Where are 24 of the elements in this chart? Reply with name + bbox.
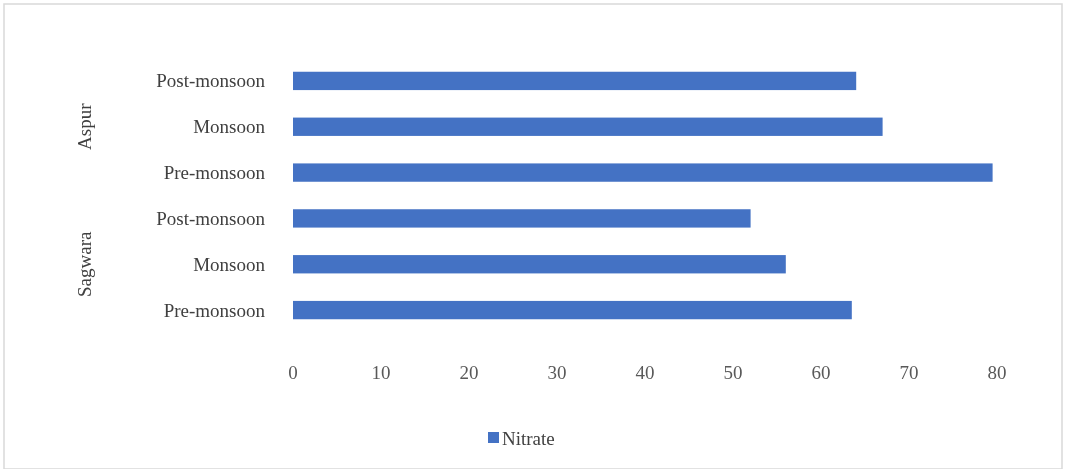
bar <box>293 209 751 228</box>
x-tick-label: 40 <box>635 361 655 383</box>
text: Aspur <box>73 102 95 150</box>
y-tick-label: Monsoon <box>193 116 266 138</box>
y-tick-label: Pre-monsoon <box>163 162 266 184</box>
text: Sagwara <box>73 230 95 297</box>
bar <box>293 117 883 136</box>
bar <box>293 300 852 320</box>
x-tick-label: 70 <box>899 361 919 383</box>
bar <box>293 163 993 182</box>
y-tick-label: Post-monsoon <box>156 207 266 229</box>
x-tick-label: 20 <box>459 361 479 383</box>
x-tick-label: 30 <box>547 361 567 383</box>
y-tick-label: Pre-monsoon <box>163 299 266 321</box>
x-tick-label: 80 <box>987 361 1007 383</box>
x-tick-label: 0 <box>288 361 298 383</box>
x-tick-label: 60 <box>811 361 831 383</box>
bar <box>293 255 786 274</box>
bar <box>293 71 857 91</box>
x-tick-label: 10 <box>371 361 391 383</box>
y-tick-label: Monsoon <box>193 253 266 275</box>
y-tick-label: Post-monsoon <box>156 70 266 92</box>
x-tick-label: 50 <box>723 361 743 383</box>
legend-label: Nitrate <box>502 427 555 449</box>
